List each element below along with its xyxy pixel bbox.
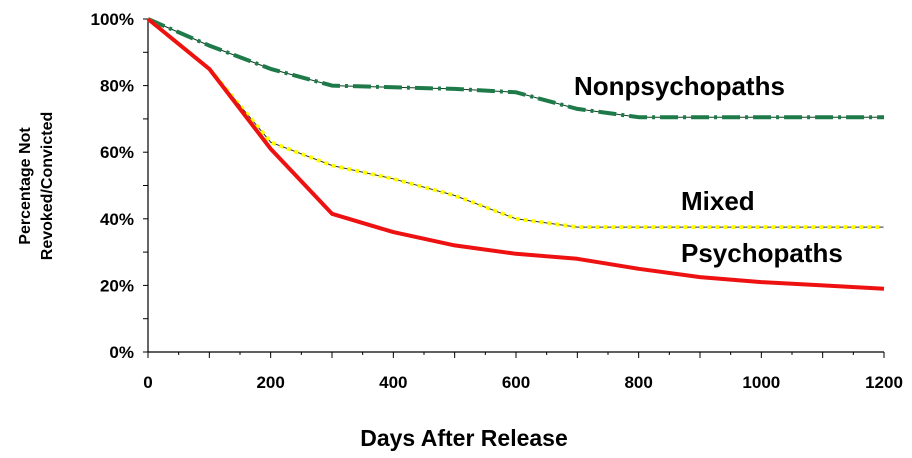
y-tick-label: 100% bbox=[91, 10, 134, 29]
series-line-outline bbox=[147, 18, 884, 118]
series-labels: Nonpsychopaths Mixed Psychopaths bbox=[574, 71, 843, 268]
x-tick-label: 1000 bbox=[742, 373, 780, 392]
series-line-nonpsychopaths bbox=[147, 17, 884, 120]
y-tick-label: 60% bbox=[100, 143, 134, 162]
y-axis-title-line: Revoked/Convicted bbox=[39, 112, 56, 260]
y-tick-label: 20% bbox=[100, 276, 134, 295]
y-axis-title: Percentage Not Revoked/Convicted bbox=[17, 112, 56, 260]
series-label-psychopaths: Psychopaths bbox=[681, 238, 843, 268]
y-tick-label: 40% bbox=[100, 210, 134, 229]
series-label-nonpsychopaths: Nonpsychopaths bbox=[574, 71, 785, 101]
series-line-psychopaths bbox=[146, 17, 885, 291]
series-label-mixed: Mixed bbox=[681, 186, 755, 216]
x-tick-label: 200 bbox=[256, 373, 284, 392]
x-tick-label: 400 bbox=[379, 373, 407, 392]
series-line-outline bbox=[147, 18, 884, 228]
y-tick-label: 0% bbox=[109, 343, 134, 362]
y-tick-label: 80% bbox=[100, 77, 134, 96]
x-tick-label: 1200 bbox=[865, 373, 903, 392]
y-axis-title-line: Percentage Not bbox=[17, 127, 34, 245]
series-group bbox=[146, 17, 885, 291]
axes: 0% 20% 40% 60% 80% 100% 0 200 400 600 800 1000 1200 bbox=[91, 10, 903, 392]
x-tick-label: 600 bbox=[502, 373, 530, 392]
x-tick-label: 0 bbox=[143, 373, 152, 392]
x-axis-title: Days After Release bbox=[360, 425, 568, 451]
series-line-mixed bbox=[146, 17, 884, 230]
x-tick-label: 800 bbox=[624, 373, 652, 392]
